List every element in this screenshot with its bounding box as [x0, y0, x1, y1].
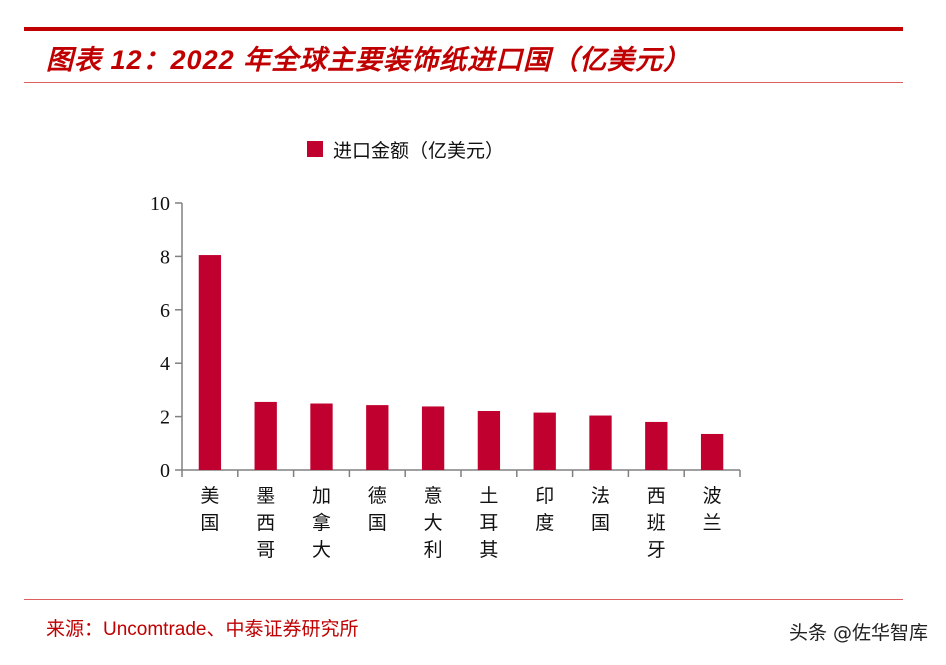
category-label: 法国 — [591, 485, 610, 534]
category-label-char: 国 — [368, 512, 387, 534]
bottom-rule — [24, 599, 903, 600]
category-label-char: 意 — [424, 485, 443, 507]
top-rule — [24, 27, 903, 31]
category-label-char: 墨 — [256, 485, 275, 507]
category-label: 美国 — [200, 485, 219, 534]
category-label: 墨西哥 — [256, 485, 275, 561]
category-label-char: 其 — [479, 539, 498, 561]
category-label: 意大利 — [424, 485, 443, 561]
bar — [645, 421, 668, 470]
category-label-char: 兰 — [703, 512, 722, 534]
category-label: 土耳其 — [479, 485, 498, 561]
y-tick-label: 6 — [160, 300, 170, 322]
bar — [700, 433, 724, 470]
title-rule — [24, 82, 903, 83]
category-label-char: 度 — [535, 512, 554, 534]
category-label-char: 拿 — [312, 511, 331, 534]
bar — [254, 401, 277, 470]
source-note: 来源：Uncomtrade、中泰证券研究所 — [46, 619, 359, 640]
category-label-char: 法 — [591, 485, 610, 507]
category-label-char: 班 — [647, 512, 666, 534]
bar — [589, 415, 612, 470]
legend: 进口金额（亿美元） — [307, 140, 504, 162]
category-label-char: 土 — [479, 485, 498, 507]
bar — [477, 410, 501, 470]
category-label-char: 德 — [368, 485, 387, 507]
category-label: 波兰 — [703, 485, 722, 534]
category-label-char: 加 — [312, 485, 331, 507]
legend-swatch — [307, 141, 323, 157]
category-label-char: 西 — [647, 485, 666, 507]
category-label-char: 国 — [591, 512, 610, 534]
bar — [310, 403, 333, 470]
bar — [421, 406, 445, 470]
y-tick-label: 4 — [160, 353, 170, 375]
category-label-char: 西 — [256, 512, 275, 534]
legend-label: 进口金额（亿美元） — [333, 140, 504, 162]
category-label: 德国 — [368, 485, 387, 534]
bars — [198, 255, 724, 470]
y-tick-label: 8 — [160, 246, 170, 268]
category-label: 西班牙 — [647, 485, 666, 561]
y-tick-label: 10 — [150, 193, 170, 215]
bar — [533, 412, 556, 470]
category-label-char: 耳 — [479, 512, 498, 534]
category-label: 加拿大 — [312, 485, 331, 561]
y-tick-label: 2 — [160, 407, 170, 429]
category-label-char: 牙 — [647, 539, 666, 561]
category-label-char: 美 — [200, 485, 219, 507]
category-label: 印度 — [535, 485, 554, 534]
figure-title: 图表 12：2022 年全球主要装饰纸进口国（亿美元） — [46, 45, 692, 75]
bar — [198, 255, 222, 470]
category-label-char: 大 — [312, 539, 331, 561]
bar — [366, 405, 389, 470]
category-label-char: 波 — [703, 485, 722, 507]
watermark: 头条 @佐华智库 — [788, 622, 928, 644]
category-label-char: 利 — [424, 539, 443, 561]
category-label-char: 国 — [200, 512, 219, 534]
category-label-char: 大 — [424, 512, 443, 534]
category-label-char: 哥 — [256, 539, 275, 561]
category-label-char: 印 — [535, 485, 554, 507]
y-tick-label: 0 — [160, 460, 170, 482]
